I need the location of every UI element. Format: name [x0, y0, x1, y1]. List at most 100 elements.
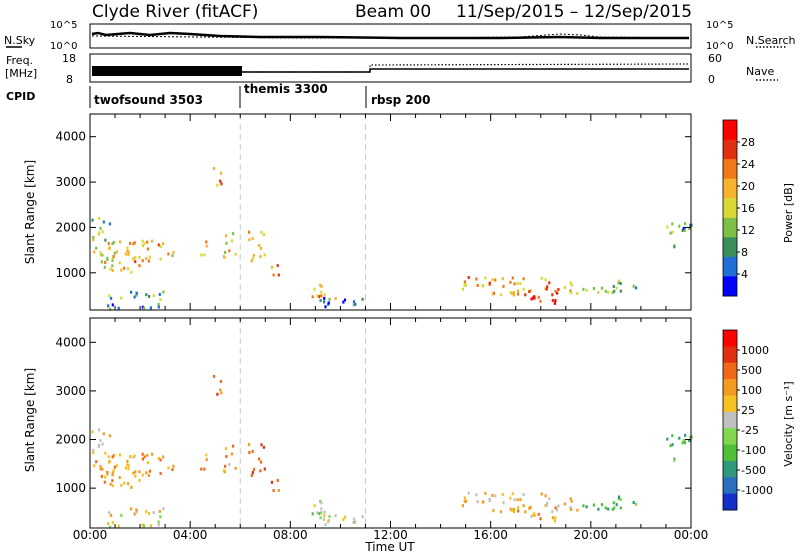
- power-echo-cell: [149, 306, 152, 310]
- power-echo-cell: [133, 295, 136, 299]
- nave-trace: [242, 63, 690, 73]
- velocity-echo-cell: [570, 499, 573, 503]
- velocity-echo-cell: [111, 484, 114, 488]
- velocity-echo-cell: [553, 519, 556, 523]
- velocity-echo-cell: [93, 464, 96, 468]
- velocity-echo-cell: [463, 496, 466, 500]
- velocity-echo-cell: [108, 511, 111, 515]
- velocity-colorbar-swatch: [723, 411, 737, 429]
- velocity-echo-cell: [101, 467, 104, 471]
- velocity-echo-cell: [320, 507, 323, 511]
- velocity-echo-cell: [277, 489, 280, 492]
- power-echo-cell: [319, 283, 322, 287]
- power-echo-cell: [501, 277, 504, 281]
- power-echo-cell: [251, 256, 254, 260]
- velocity-echo-cell: [99, 439, 102, 442]
- power-echo-cell: [111, 258, 114, 262]
- velocity-echo-cell: [352, 521, 355, 524]
- velocity-echo-cell: [104, 451, 107, 455]
- velocity-echo-cell: [162, 507, 165, 511]
- velocity-echo-cell: [100, 474, 103, 478]
- velocity-echo-cell: [569, 506, 572, 510]
- power-echo-cell: [112, 240, 115, 244]
- power-echo-cell: [576, 291, 579, 295]
- power-echo-cell: [146, 240, 149, 244]
- power-echo-cell: [111, 264, 114, 268]
- power-echo-cell: [115, 250, 119, 254]
- velocity-echo-cell: [112, 469, 115, 473]
- power-colorbar-swatch: [723, 276, 737, 297]
- nave-right-tick-bottom: 0: [708, 73, 715, 86]
- plot-title: Clyde River (fitACF): [92, 2, 258, 22]
- velocity-echo-cell: [148, 512, 151, 515]
- power-echo-cell: [126, 246, 129, 250]
- power-echo-cell: [352, 303, 355, 307]
- velocity-echo-cell: [157, 523, 160, 527]
- power-echo-cell: [99, 226, 102, 230]
- velocity-echo-cell: [135, 508, 138, 512]
- velocity-echo-cell: [519, 498, 522, 502]
- velocity-echo-cell: [557, 504, 560, 508]
- velocity-colorbar-tick-label: 1000: [741, 344, 769, 357]
- power-echo-cell: [93, 250, 96, 254]
- power-echo-region: [129, 239, 175, 264]
- power-echo-cell: [100, 260, 103, 264]
- velocity-colorbar-frame: [722, 329, 738, 511]
- velocity-echo-cell: [546, 501, 549, 505]
- velocity-echo-cell: [130, 507, 133, 511]
- cpid-segment-rbsp: rbsp 200: [371, 93, 430, 107]
- velocity-echo-cell: [127, 467, 130, 471]
- power-echo-cell: [600, 286, 603, 290]
- power-echo-cell: [494, 278, 497, 282]
- velocity-echo-cell: [145, 471, 148, 475]
- power-echo-cell: [224, 250, 227, 254]
- velocity-echo-region: [108, 507, 165, 519]
- velocity-echo-cell: [152, 511, 155, 515]
- velocity-echo-cell: [108, 434, 111, 438]
- power-echo-cell: [519, 282, 522, 286]
- power-colorbar-tick-label: 8: [741, 246, 748, 259]
- velocity-echo-cell: [671, 443, 674, 447]
- velocity-echo-cell: [548, 497, 551, 501]
- power-echo-cell: [569, 289, 572, 293]
- velocity-colorbar-tick-label: 500: [741, 364, 762, 377]
- power-echo-cell: [152, 294, 155, 298]
- power-echo-cell: [141, 244, 144, 248]
- power-echo-cell: [157, 305, 160, 309]
- power-colorbar-tick-label: 4: [741, 268, 748, 281]
- velocity-echo-cell: [135, 510, 138, 514]
- velocity-echo-cell: [323, 514, 326, 518]
- power-echo-cell: [99, 251, 102, 255]
- nsky-right-tick-bottom: 10^0: [706, 41, 733, 52]
- velocity-echo-cell: [681, 441, 684, 445]
- power-echo-cell: [134, 256, 137, 260]
- power-echo-cell: [324, 305, 327, 309]
- velocity-echo-cell: [600, 503, 603, 507]
- velocity-colorbar-swatch: [723, 395, 737, 413]
- power-echo-cell: [272, 273, 275, 277]
- velocity-echo-cell: [104, 475, 107, 479]
- power-echo-cell: [597, 291, 600, 294]
- power-echo-cell: [352, 300, 356, 304]
- power-echo-cell: [138, 264, 141, 268]
- power-echo-cell: [110, 296, 113, 300]
- power-echo-cell: [120, 296, 123, 300]
- power-echo-cell: [108, 294, 111, 298]
- velocity-echo-cell: [482, 500, 485, 504]
- velocity-echo-cell: [97, 445, 100, 449]
- power-echo-region: [311, 283, 337, 301]
- velocity-echo-cell: [151, 452, 154, 456]
- nsky-left-tick-top: 10^5: [50, 20, 77, 31]
- velocity-echo-cell: [142, 524, 146, 528]
- power-echo-cell: [334, 297, 337, 301]
- velocity-colorbar-tick-label: -25: [741, 424, 759, 437]
- velocity-echo-cell: [103, 480, 106, 484]
- velocity-echo-cell: [501, 493, 504, 496]
- velocity-echo-cell: [200, 467, 203, 471]
- time-axis-tick-label: 16:00: [473, 528, 508, 542]
- velocity-echo-cell: [320, 511, 323, 515]
- power-echo-cell: [263, 253, 266, 257]
- power-echo-cell: [320, 294, 323, 298]
- nsky-panel: [89, 23, 692, 49]
